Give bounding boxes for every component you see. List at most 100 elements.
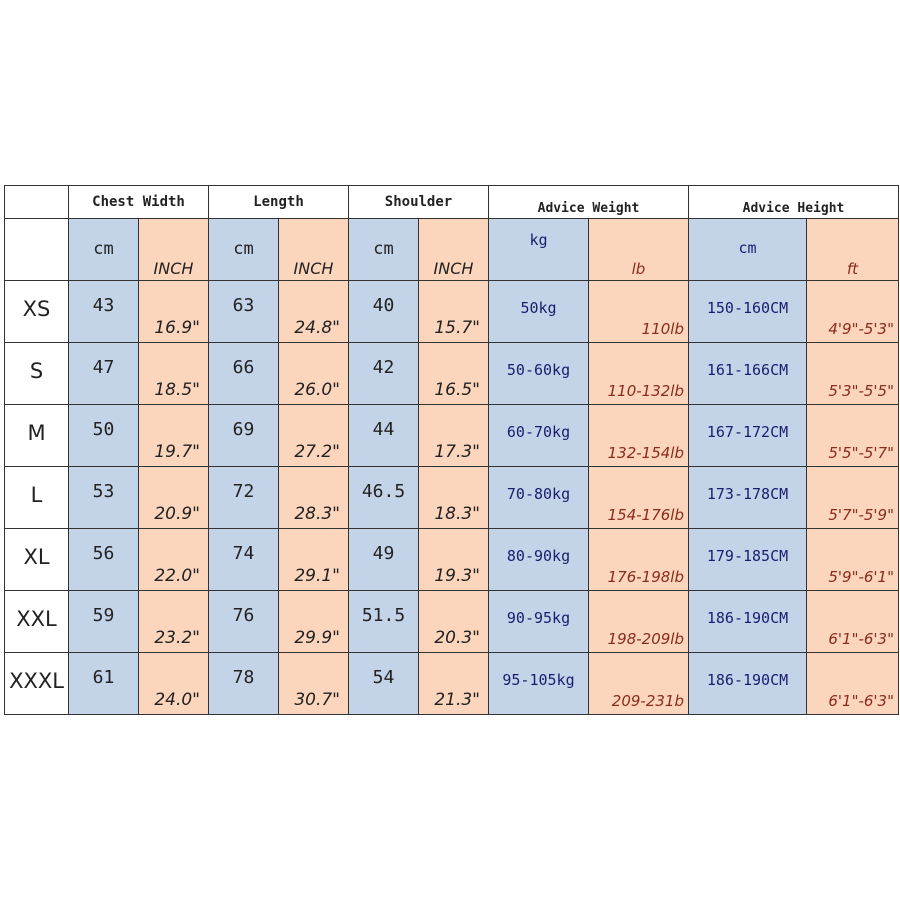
unit-cell: cm [348, 218, 419, 281]
cell-chest-cm: 50 [68, 404, 139, 467]
cell-chest-cm: 56 [68, 528, 139, 591]
cell-size: XXL [4, 590, 69, 653]
cell-chest-in: 16.9" [138, 280, 209, 343]
cell-shoulder-cm: 46.5 [348, 466, 419, 529]
chest-cm-value: 43 [92, 295, 115, 316]
unit-header-row: cm INCH cm INCH cm INCH kg lb cm ft [4, 218, 899, 281]
unit-cell: INCH [418, 218, 489, 281]
cell-length-in: 29.1" [278, 528, 349, 591]
weight-kg-value: 90-95kg [506, 609, 571, 627]
size-value: XXXL [9, 669, 64, 693]
cell-height-cm: 161-166CM [688, 342, 807, 405]
weight-lb-value: 154-176lb [607, 506, 684, 524]
chest-cm-value: 61 [92, 667, 115, 688]
height-cm-value: 161-166CM [706, 361, 789, 379]
cell-height-ft: 6'1"-6'3" [806, 652, 899, 715]
unit-label: INCH [153, 259, 194, 278]
unit-label: cm [373, 239, 394, 259]
height-ft-value: 6'1"-6'3" [828, 692, 894, 710]
shoulder-cm-value: 51.5 [361, 605, 406, 626]
unit-label: cm [233, 239, 254, 259]
cell-height-ft: 5'5"-5'7" [806, 404, 899, 467]
cell-weight-lb: 198-209lb [588, 590, 689, 653]
height-cm-value: 179-185CM [706, 547, 789, 565]
size-row-m: M 50 19.7" 69 27.2" 44 17.3" 60-70kg 132-154lb 16… [4, 404, 899, 467]
cell-length-cm: 74 [208, 528, 279, 591]
shoulder-in-value: 21.3" [434, 690, 480, 710]
cell-shoulder-cm: 40 [348, 280, 419, 343]
weight-lb-value: 132-154lb [607, 444, 684, 462]
size-row-xs: XS 43 16.9" 63 24.8" 40 15.7" 50kg 110lb 150-160C… [4, 280, 899, 343]
unit-label: cm [738, 239, 757, 257]
shoulder-in-value: 18.3" [434, 504, 480, 524]
size-value: XS [22, 297, 51, 321]
height-cm-value: 167-172CM [706, 423, 789, 441]
height-ft-value: 4'9"-5'3" [828, 320, 894, 338]
chest-in-value: 19.7" [154, 442, 200, 462]
unit-cell: kg [488, 218, 589, 281]
cell-chest-in: 19.7" [138, 404, 209, 467]
weight-kg-value: 50-60kg [506, 361, 571, 379]
cell-weight-kg: 90-95kg [488, 590, 589, 653]
unit-label: INCH [293, 259, 334, 278]
size-value: S [29, 359, 44, 383]
unit-cell: cm [208, 218, 279, 281]
length-in-value: 26.0" [294, 380, 340, 400]
cell-height-cm: 173-178CM [688, 466, 807, 529]
cell-height-ft: 6'1"-6'3" [806, 590, 899, 653]
length-cm-value: 66 [232, 357, 255, 378]
cell-shoulder-cm: 44 [348, 404, 419, 467]
cell-chest-cm: 61 [68, 652, 139, 715]
cell-weight-kg: 50kg [488, 280, 589, 343]
unit-cell: INCH [138, 218, 209, 281]
weight-kg-value: 95-105kg [502, 671, 575, 689]
weight-kg-value: 80-90kg [506, 547, 571, 565]
cell-weight-lb: 176-198lb [588, 528, 689, 591]
cell-weight-kg: 60-70kg [488, 404, 589, 467]
size-value: M [27, 421, 46, 445]
length-cm-value: 76 [232, 605, 255, 626]
header-advice-weight: Advice Weight [488, 185, 689, 219]
length-cm-value: 74 [232, 543, 255, 564]
corner-cell-2 [4, 218, 69, 281]
cell-height-ft: 5'9"-6'1" [806, 528, 899, 591]
size-value: XL [23, 545, 50, 569]
group-header-row: Chest Width Length Shoulder Advice Weigh… [4, 185, 899, 219]
length-cm-value: 72 [232, 481, 255, 502]
cell-shoulder-cm: 42 [348, 342, 419, 405]
cell-chest-in: 23.2" [138, 590, 209, 653]
height-cm-value: 173-178CM [706, 485, 789, 503]
height-ft-value: 5'5"-5'7" [828, 444, 894, 462]
size-row-s: S 47 18.5" 66 26.0" 42 16.5" 50-60kg 110-132lb 16… [4, 342, 899, 405]
cell-length-in: 28.3" [278, 466, 349, 529]
cell-chest-in: 24.0" [138, 652, 209, 715]
header-length: Length [208, 185, 349, 219]
chest-in-value: 24.0" [154, 690, 200, 710]
unit-label: INCH [433, 259, 474, 278]
cell-length-in: 27.2" [278, 404, 349, 467]
chest-cm-value: 50 [92, 419, 115, 440]
length-in-value: 29.9" [294, 628, 340, 648]
cell-height-cm: 186-190CM [688, 590, 807, 653]
length-in-value: 30.7" [294, 690, 340, 710]
cell-shoulder-cm: 49 [348, 528, 419, 591]
header-chest-width: Chest Width [68, 185, 209, 219]
cell-length-in: 30.7" [278, 652, 349, 715]
cell-height-cm: 186-190CM [688, 652, 807, 715]
cell-size: M [4, 404, 69, 467]
cell-weight-lb: 209-231b [588, 652, 689, 715]
length-in-value: 28.3" [294, 504, 340, 524]
cell-weight-lb: 132-154lb [588, 404, 689, 467]
shoulder-in-value: 20.3" [434, 628, 480, 648]
shoulder-cm-value: 54 [372, 667, 395, 688]
height-ft-value: 5'9"-6'1" [828, 568, 894, 586]
cell-weight-lb: 154-176lb [588, 466, 689, 529]
cell-shoulder-in: 15.7" [418, 280, 489, 343]
unit-label: lb [631, 260, 646, 278]
cell-chest-cm: 43 [68, 280, 139, 343]
cell-length-cm: 76 [208, 590, 279, 653]
cell-size: S [4, 342, 69, 405]
size-chart-table: Chest Width Length Shoulder Advice Weigh… [4, 185, 899, 715]
unit-label: ft [846, 260, 859, 278]
header-advice-height: Advice Height [688, 185, 899, 219]
